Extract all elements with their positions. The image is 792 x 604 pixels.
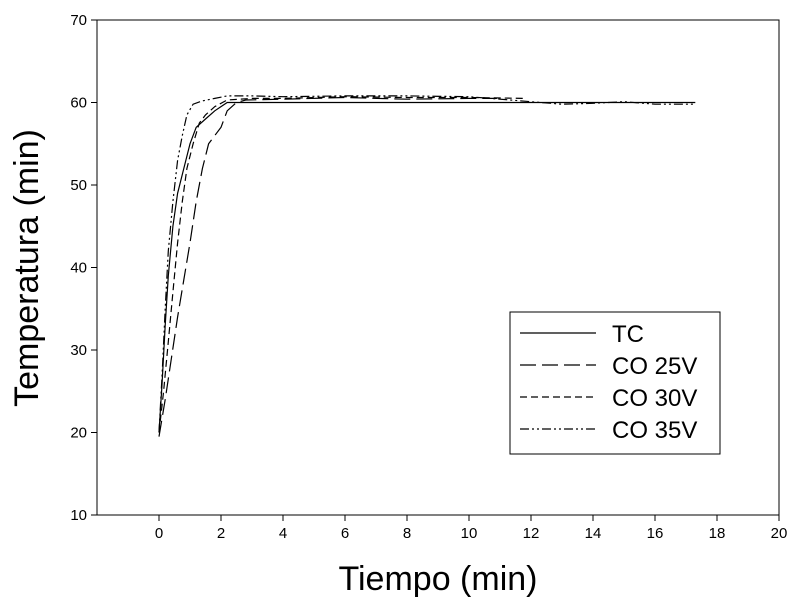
y-tick-label: 60 [70,95,87,112]
legend-label: CO 30V [612,385,697,412]
y-tick-label: 70 [70,12,87,29]
x-tick-label: 12 [523,525,540,542]
x-tick-label: 14 [585,525,602,542]
x-tick-label: 6 [341,525,349,542]
legend-label: CO 35V [612,417,697,444]
x-axis-ticks: 0 2 4 6 8 10 12 14 16 18 20 [155,515,788,542]
y-tick-label: 30 [70,342,87,359]
series-lines [158,95,696,437]
legend: TC CO 25V CO 30V CO 35V [509,311,721,455]
x-tick-label: 18 [709,525,726,542]
series-line-4 [158,95,696,433]
legend-box [509,311,721,455]
x-tick-label: 8 [403,525,411,542]
x-tick-label: 0 [155,525,163,542]
x-tick-label: 16 [647,525,664,542]
y-tick-label: 20 [70,425,87,442]
y-tick-label: 10 [70,507,87,524]
series-line-2 [158,96,497,437]
y-tick-label: 50 [70,177,87,194]
y-axis-title: Temperatura (min) [8,129,46,407]
x-tick-label: 4 [279,525,287,542]
y-tick-label: 40 [70,260,87,277]
y-axis-ticks: 10 20 30 40 50 60 70 [70,12,97,524]
x-tick-label: 2 [217,525,225,542]
series-line-3 [158,96,525,433]
legend-label: TC [612,321,644,348]
x-tick-label: 20 [771,525,788,542]
series-line-1 [158,101,696,433]
x-axis-title: Tiempo (min) [339,560,538,598]
legend-label: CO 25V [612,353,697,380]
x-tick-label: 10 [461,525,478,542]
